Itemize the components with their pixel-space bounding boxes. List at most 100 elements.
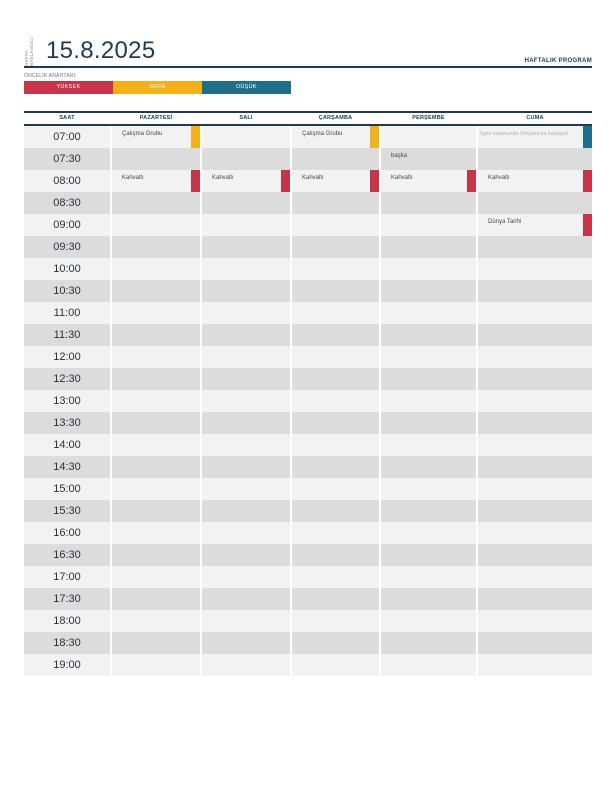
schedule-cell-monday[interactable] <box>112 632 202 654</box>
schedule-cell-wednesday[interactable] <box>292 280 381 302</box>
schedule-cell-thursday[interactable] <box>381 654 478 676</box>
schedule-cell-friday[interactable] <box>478 148 592 170</box>
schedule-cell-wednesday[interactable] <box>292 390 381 412</box>
schedule-cell-wednesday[interactable] <box>292 500 381 522</box>
schedule-cell-monday[interactable] <box>112 500 202 522</box>
schedule-cell-wednesday[interactable] <box>292 544 381 566</box>
event-text[interactable]: Kahvaltı <box>302 175 324 181</box>
schedule-cell-friday[interactable] <box>478 566 592 588</box>
schedule-cell-tuesday[interactable] <box>202 522 292 544</box>
schedule-cell-thursday[interactable] <box>381 280 478 302</box>
schedule-cell-thursday[interactable] <box>381 302 478 324</box>
schedule-cell-thursday[interactable] <box>381 522 478 544</box>
schedule-cell-thursday[interactable] <box>381 434 478 456</box>
schedule-cell-tuesday[interactable] <box>202 412 292 434</box>
schedule-cell-tuesday[interactable] <box>202 346 292 368</box>
schedule-cell-tuesday[interactable] <box>202 610 292 632</box>
schedule-cell-monday[interactable] <box>112 236 202 258</box>
schedule-cell-friday[interactable] <box>478 434 592 456</box>
event-text[interactable]: başka <box>391 153 408 159</box>
schedule-cell-friday[interactable] <box>478 192 592 214</box>
schedule-cell-monday[interactable] <box>112 434 202 456</box>
schedule-cell-wednesday[interactable] <box>292 148 381 170</box>
schedule-cell-wednesday[interactable] <box>292 588 381 610</box>
schedule-cell-tuesday[interactable] <box>202 478 292 500</box>
event-text[interactable]: Kahvaltı <box>391 175 413 181</box>
schedule-cell-tuesday[interactable] <box>202 280 292 302</box>
schedule-cell-tuesday[interactable] <box>202 368 292 390</box>
schedule-cell-monday[interactable] <box>112 566 202 588</box>
schedule-cell-monday[interactable] <box>112 456 202 478</box>
schedule-cell-thursday[interactable] <box>381 610 478 632</box>
schedule-cell-monday[interactable] <box>112 280 202 302</box>
schedule-cell-thursday[interactable] <box>381 588 478 610</box>
schedule-cell-thursday[interactable] <box>381 214 478 236</box>
schedule-cell-wednesday[interactable] <box>292 214 381 236</box>
schedule-cell-tuesday[interactable] <box>202 192 292 214</box>
schedule-cell-monday[interactable] <box>112 588 202 610</box>
schedule-cell-friday[interactable] <box>478 302 592 324</box>
schedule-cell-thursday[interactable]: başka <box>381 148 478 170</box>
schedule-cell-monday[interactable] <box>112 654 202 676</box>
schedule-cell-monday[interactable] <box>112 148 202 170</box>
schedule-cell-monday[interactable] <box>112 302 202 324</box>
event-text[interactable]: Kahvaltı <box>488 175 510 181</box>
schedule-cell-wednesday[interactable] <box>292 434 381 456</box>
schedule-cell-friday[interactable] <box>478 236 592 258</box>
schedule-cell-wednesday[interactable] <box>292 632 381 654</box>
event-text[interactable]: Kahvaltı <box>212 175 234 181</box>
schedule-cell-friday[interactable] <box>478 324 592 346</box>
schedule-cell-thursday[interactable] <box>381 324 478 346</box>
schedule-cell-tuesday[interactable] <box>202 544 292 566</box>
schedule-cell-thursday[interactable] <box>381 258 478 280</box>
schedule-cell-tuesday[interactable] <box>202 126 292 148</box>
schedule-cell-tuesday[interactable] <box>202 214 292 236</box>
schedule-cell-wednesday[interactable] <box>292 412 381 434</box>
schedule-cell-tuesday[interactable] <box>202 500 292 522</box>
schedule-cell-monday[interactable] <box>112 258 202 280</box>
schedule-cell-friday[interactable] <box>478 522 592 544</box>
event-text[interactable]: Spor salonunda Vinyasa'ya başlayın <box>480 131 569 137</box>
schedule-cell-tuesday[interactable] <box>202 148 292 170</box>
schedule-cell-thursday[interactable] <box>381 544 478 566</box>
schedule-cell-thursday[interactable] <box>381 566 478 588</box>
schedule-cell-wednesday[interactable]: Kahvaltı <box>292 170 381 192</box>
schedule-cell-friday[interactable] <box>478 610 592 632</box>
schedule-cell-tuesday[interactable]: Kahvaltı <box>202 170 292 192</box>
schedule-cell-friday[interactable] <box>478 478 592 500</box>
schedule-cell-wednesday[interactable] <box>292 346 381 368</box>
schedule-cell-thursday[interactable] <box>381 236 478 258</box>
schedule-cell-wednesday[interactable] <box>292 368 381 390</box>
schedule-cell-monday[interactable] <box>112 192 202 214</box>
schedule-cell-monday[interactable] <box>112 346 202 368</box>
schedule-cell-wednesday[interactable] <box>292 324 381 346</box>
schedule-cell-friday[interactable]: Kahvaltı <box>478 170 592 192</box>
schedule-cell-tuesday[interactable] <box>202 632 292 654</box>
schedule-cell-monday[interactable] <box>112 214 202 236</box>
schedule-cell-friday[interactable] <box>478 346 592 368</box>
schedule-cell-thursday[interactable] <box>381 500 478 522</box>
schedule-cell-thursday[interactable] <box>381 192 478 214</box>
schedule-cell-monday[interactable] <box>112 522 202 544</box>
schedule-cell-wednesday[interactable]: Çalışma Grubu <box>292 126 381 148</box>
schedule-cell-thursday[interactable] <box>381 126 478 148</box>
schedule-cell-thursday[interactable] <box>381 456 478 478</box>
schedule-cell-wednesday[interactable] <box>292 192 381 214</box>
event-text[interactable]: Çalışma Grubu <box>122 131 163 137</box>
schedule-cell-friday[interactable] <box>478 588 592 610</box>
schedule-cell-friday[interactable] <box>478 412 592 434</box>
schedule-cell-friday[interactable] <box>478 544 592 566</box>
schedule-cell-wednesday[interactable] <box>292 610 381 632</box>
schedule-cell-tuesday[interactable] <box>202 258 292 280</box>
schedule-cell-tuesday[interactable] <box>202 390 292 412</box>
schedule-cell-friday[interactable] <box>478 500 592 522</box>
schedule-cell-tuesday[interactable] <box>202 302 292 324</box>
schedule-cell-monday[interactable] <box>112 390 202 412</box>
schedule-cell-wednesday[interactable] <box>292 566 381 588</box>
schedule-cell-friday[interactable]: Spor salonunda Vinyasa'ya başlayın <box>478 126 592 148</box>
schedule-cell-wednesday[interactable] <box>292 258 381 280</box>
schedule-cell-tuesday[interactable] <box>202 456 292 478</box>
week-start-date[interactable]: 15.8.2025 <box>46 37 156 64</box>
schedule-cell-wednesday[interactable] <box>292 236 381 258</box>
schedule-cell-wednesday[interactable] <box>292 456 381 478</box>
